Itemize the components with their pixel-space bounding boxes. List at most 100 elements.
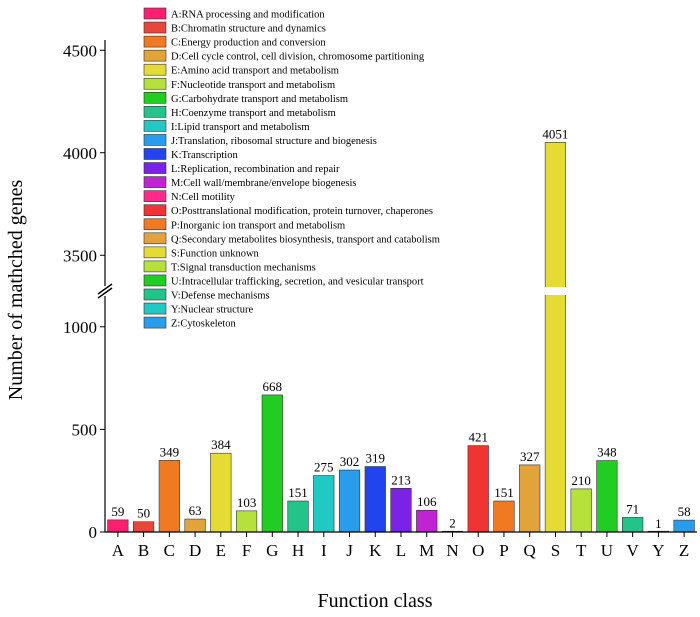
bar-S [544, 141, 567, 533]
legend-label-C: C:Energy production and conversion [171, 38, 326, 49]
value-label-K: 319 [366, 451, 386, 466]
legend-label-Y: Y:Nuclear structure [171, 305, 253, 316]
x-tick-label-H: H [292, 541, 304, 560]
legend-swatch-Q [143, 232, 167, 245]
legend-swatch-S [143, 246, 167, 259]
legend-label-M: M:Cell wall/membrane/envelope biogenesis [171, 178, 356, 189]
y-tick-label-500: 500 [72, 420, 98, 439]
value-label-L: 213 [391, 472, 411, 487]
bar-H [287, 500, 309, 533]
y-tick-label-1000: 1000 [63, 318, 97, 337]
legend-label-Q: Q:Secondary metabolites biosynthesis, tr… [171, 234, 440, 245]
legend-label-K: K:Transcription [171, 150, 238, 161]
legend-label-V: V:Defense mechanisms [171, 291, 270, 302]
bar-A [107, 519, 129, 533]
y-tick-label-4500: 4500 [63, 41, 97, 60]
value-label-E: 384 [211, 437, 231, 452]
value-label-Y: 1 [655, 516, 662, 531]
value-label-B: 50 [137, 506, 150, 521]
y-tick-label-3500: 3500 [63, 246, 97, 265]
legend-label-O: O:Posttranslational modification, protei… [171, 206, 433, 217]
legend-swatch-U [143, 274, 167, 287]
legend-swatch-H [143, 106, 167, 118]
legend-label-D: D:Cell cycle control, cell division, chr… [171, 52, 425, 63]
x-tick-label-T: T [576, 541, 587, 560]
value-label-J: 302 [340, 454, 360, 469]
legend-label-A: A:RNA processing and modification [171, 10, 325, 21]
legend-swatch-Z [143, 316, 167, 329]
bar-Z [673, 519, 695, 533]
legend-label-P: P:Inorganic ion transport and metabolism [171, 220, 345, 231]
legend-swatch-E [143, 63, 167, 76]
bar-L [390, 487, 412, 533]
legend-swatch-V [143, 288, 167, 301]
bar-C [158, 460, 180, 533]
legend-label-N: N:Cell motility [171, 192, 236, 203]
bar-E [210, 452, 232, 533]
bar-K [364, 466, 386, 533]
bar-V [622, 517, 644, 533]
x-tick-label-Q: Q [524, 541, 536, 560]
x-tick-label-K: K [369, 541, 382, 560]
x-tick-label-E: E [216, 541, 226, 560]
legend-swatch-I [143, 120, 167, 132]
x-tick-label-C: C [164, 541, 175, 560]
value-label-P: 151 [494, 485, 514, 500]
x-tick-label-V: V [627, 541, 640, 560]
legend-swatch-B [143, 21, 167, 34]
y-tick-label-4000: 4000 [63, 144, 97, 163]
legend-swatch-K [143, 148, 167, 160]
bar-I [313, 475, 335, 533]
legend-label-G: G:Carbohydrate transport and metabolism [171, 94, 348, 105]
bar-D [184, 518, 206, 533]
legend-label-E: E:Amino acid transport and metabolism [171, 66, 339, 77]
legend-swatch-A [143, 7, 167, 20]
x-tick-label-A: A [112, 541, 125, 560]
axis-break-gap [103, 287, 699, 295]
bar-Q [519, 464, 541, 533]
x-tick-label-L: L [396, 541, 406, 560]
value-label-C: 349 [160, 444, 180, 459]
value-label-U: 348 [597, 445, 617, 460]
value-label-Z: 58 [678, 504, 691, 519]
value-label-N: 2 [449, 516, 456, 531]
legend-swatch-D [143, 49, 167, 62]
bar-G [261, 394, 283, 533]
legend-label-B: B:Chromatin structure and dynamics [171, 24, 326, 35]
legend-label-U: U:Intracellular trafficking, secretion, … [171, 276, 424, 287]
x-tick-label-N: N [446, 541, 458, 560]
legend-swatch-P [143, 218, 167, 231]
x-tick-label-F: F [242, 541, 251, 560]
legend-swatch-C [143, 35, 167, 48]
bar-P [493, 500, 515, 533]
x-tick-label-S: S [551, 541, 560, 560]
legend-label-Z: Z:Cytoskeleton [171, 319, 236, 330]
value-label-A: 59 [111, 504, 124, 519]
x-tick-label-O: O [472, 541, 484, 560]
value-label-G: 668 [263, 379, 283, 394]
x-tick-label-Z: Z [679, 541, 689, 560]
value-label-M: 106 [417, 494, 437, 509]
x-tick-label-D: D [189, 541, 201, 560]
value-labels-group: 59 50 349 63 384 103 668 151 275 302 319 213 106 2 421… [111, 126, 690, 530]
value-label-H: 151 [288, 485, 308, 500]
legend-swatch-T [143, 260, 167, 273]
bar-F [235, 510, 258, 533]
value-label-V: 71 [626, 501, 639, 516]
legend-swatch-G [143, 92, 167, 104]
legend-label-L: L:Replication, recombination and repair [171, 164, 340, 175]
bar-U [596, 460, 618, 533]
value-label-D: 63 [189, 503, 202, 518]
legend-label-J: J:Translation, ribosomal structure and b… [171, 136, 377, 147]
x-axis-title: Function class [318, 590, 433, 612]
legend-label-I: I:Lipid transport and metabolism [171, 122, 310, 133]
y-tick-label-0: 0 [89, 523, 98, 542]
x-tick-label-J: J [346, 541, 353, 560]
legend-label-F: F:Nucleotide transport and metabolism [171, 80, 335, 91]
x-tick-label-I: I [321, 541, 327, 560]
bar-B [133, 521, 155, 533]
axes-group: A B C D E F G H I J K L M N O P Q S T U V Y Z 0 500 1000 3500 4000 4… [63, 40, 699, 560]
value-label-S: 4051 [542, 126, 568, 141]
bar-J [338, 469, 361, 533]
y-axis-title: Number of mathched genes [5, 180, 27, 401]
